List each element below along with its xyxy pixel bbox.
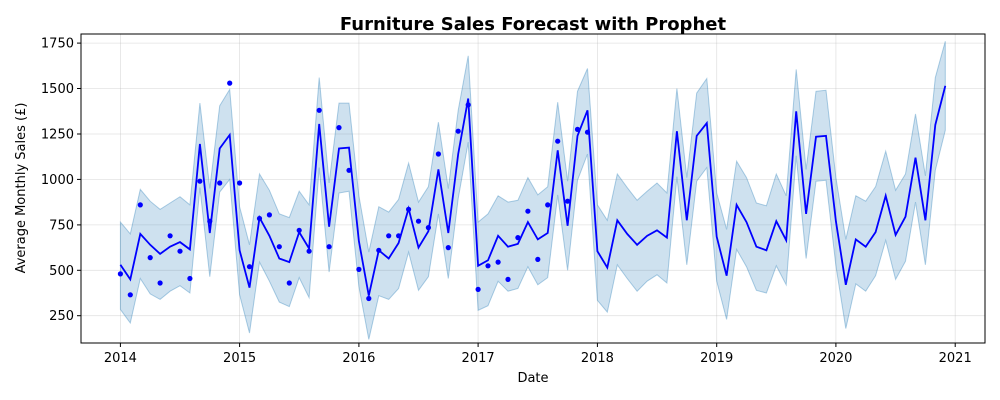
forecast-line <box>119 85 947 296</box>
observed-point <box>505 276 511 282</box>
observed-point <box>306 248 312 254</box>
x-tick-label: 2018 <box>581 351 614 366</box>
y-tick-label: 1000 <box>41 173 74 188</box>
observed-point <box>386 233 392 239</box>
observed-point <box>157 280 163 286</box>
y-tick-label: 250 <box>49 309 74 324</box>
observed-point <box>485 263 491 269</box>
grid-lines <box>81 34 985 343</box>
y-tick-label: 500 <box>49 264 74 279</box>
observed-point <box>187 275 193 282</box>
x-tick-label: 2014 <box>104 351 137 366</box>
y-axis-ticks: 250 500 750 1000 1250 1500 1750 <box>41 37 81 324</box>
x-axis-ticks: 2014 2015 2016 2017 2018 2019 2020 2021 <box>104 343 972 366</box>
x-tick-label: 2015 <box>223 351 256 366</box>
y-tick-label: 1750 <box>41 37 74 52</box>
observed-point <box>147 255 153 261</box>
observed-point <box>296 227 302 233</box>
observed-point <box>137 202 143 208</box>
observed-point <box>565 198 571 204</box>
observed-point <box>117 271 123 277</box>
observed-point <box>256 215 263 222</box>
observed-point <box>167 233 173 239</box>
x-tick-label: 2017 <box>462 351 495 366</box>
observed-point <box>237 180 243 186</box>
observed-point <box>217 180 223 186</box>
observed-point <box>396 233 402 239</box>
observed-point <box>316 107 322 113</box>
observed-point <box>535 256 541 262</box>
observed-point <box>197 178 203 184</box>
observed-point <box>584 129 591 135</box>
x-tick-label: 2016 <box>342 351 375 366</box>
observed-point <box>227 80 233 86</box>
observed-point <box>455 128 461 134</box>
observed-point <box>574 126 581 132</box>
x-axis-label: Date <box>517 371 548 386</box>
observed-point <box>276 244 282 250</box>
observed-point <box>376 247 382 253</box>
observed-point <box>207 218 213 224</box>
observed-point <box>246 264 253 270</box>
observed-point <box>425 225 431 231</box>
y-axis-label: Average Monthly Sales (£) <box>14 103 29 274</box>
observed-point <box>406 206 412 212</box>
observed-point <box>475 286 481 292</box>
observed-point <box>266 212 272 218</box>
observed-point <box>515 235 521 241</box>
observed-point <box>465 102 471 108</box>
chart-title: Furniture Sales Forecast with Prophet <box>340 14 727 35</box>
x-tick-label: 2021 <box>939 351 972 366</box>
observed-point <box>127 292 133 298</box>
observed-point <box>435 151 441 157</box>
observed-point <box>525 208 531 214</box>
y-tick-label: 750 <box>49 218 74 233</box>
observed-point <box>336 125 342 131</box>
observed-point <box>445 245 451 251</box>
observed-point <box>177 248 183 254</box>
y-tick-label: 1500 <box>41 82 74 97</box>
observed-point <box>356 266 362 272</box>
x-tick-label: 2020 <box>819 351 852 366</box>
observed-point <box>286 280 292 286</box>
observed-point <box>555 138 561 144</box>
observed-point <box>545 202 551 208</box>
observed-point <box>495 259 501 265</box>
observed-point <box>415 218 422 224</box>
observed-point <box>326 244 332 250</box>
observed-point <box>346 167 352 173</box>
plot-frame <box>80 33 986 344</box>
uncertainty-interval-band <box>119 41 946 340</box>
x-tick-label: 2019 <box>700 351 733 366</box>
observed-point <box>366 295 372 302</box>
observed-points <box>117 80 591 302</box>
y-tick-label: 1250 <box>41 128 74 143</box>
